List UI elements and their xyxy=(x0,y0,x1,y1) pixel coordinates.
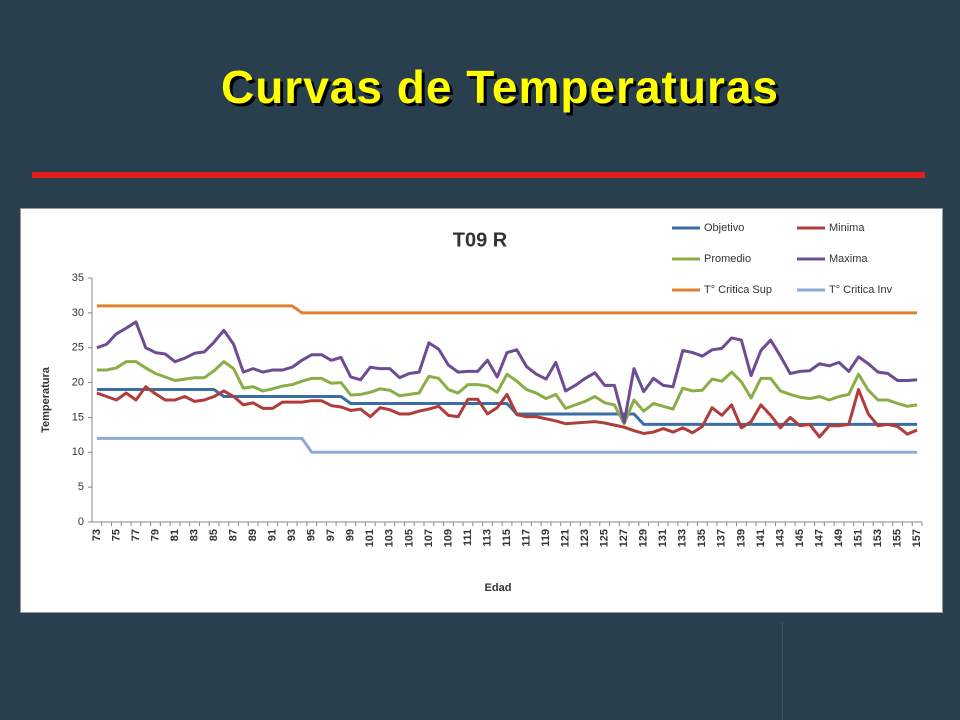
x-tick-label: 151 xyxy=(852,529,864,547)
x-tick-label: 83 xyxy=(188,529,200,541)
legend-label: T° Critica Sup xyxy=(704,284,772,296)
x-tick-label: 117 xyxy=(520,529,532,547)
x-tick-label: 133 xyxy=(677,529,689,547)
x-tick-label: 77 xyxy=(130,529,142,541)
x-tick-label: 115 xyxy=(501,529,513,547)
x-tick-label: 145 xyxy=(794,529,806,547)
x-tick-label: 105 xyxy=(403,529,415,547)
x-tick-label: 81 xyxy=(169,529,181,541)
x-tick-label: 139 xyxy=(735,529,747,547)
x-tick-label: 89 xyxy=(247,529,259,541)
x-tick-label: 109 xyxy=(442,529,454,547)
x-tick-label: 103 xyxy=(384,529,396,547)
x-tick-label: 157 xyxy=(911,529,923,547)
legend-label: T° Critica Inv xyxy=(829,284,893,296)
legend-label: Maxima xyxy=(829,253,868,265)
x-tick-label: 129 xyxy=(638,529,650,547)
x-tick-label: 153 xyxy=(872,529,884,547)
y-axis-label: Temperatura xyxy=(40,366,52,433)
series-line xyxy=(96,385,918,439)
x-tick-label: 121 xyxy=(559,529,571,547)
y-tick-label: 15 xyxy=(72,411,84,423)
x-tick-label: 127 xyxy=(618,529,630,547)
x-axis-label: Edad xyxy=(485,582,512,594)
legend-label: Objetivo xyxy=(704,222,744,234)
divider-line xyxy=(782,622,783,720)
x-tick-label: 101 xyxy=(364,529,376,547)
y-tick-label: 35 xyxy=(72,272,84,284)
x-tick-label: 97 xyxy=(325,529,337,541)
x-tick-label: 147 xyxy=(813,529,825,547)
y-tick-label: 20 xyxy=(72,376,84,388)
x-tick-label: 155 xyxy=(891,529,903,547)
chart-frame xyxy=(20,208,943,613)
y-tick-label: 0 xyxy=(78,516,84,528)
y-tick-label: 30 xyxy=(72,307,84,319)
y-tick-label: 25 xyxy=(72,342,84,354)
x-tick-label: 111 xyxy=(462,529,474,546)
x-tick-label: 123 xyxy=(579,529,591,547)
x-tick-label: 113 xyxy=(481,529,493,547)
x-tick-label: 149 xyxy=(833,529,845,547)
x-tick-label: 125 xyxy=(599,529,611,547)
divider xyxy=(32,172,925,178)
series-line xyxy=(96,304,918,315)
chart: T09 R Edad Temperatura 0 5 10 15 20 25 30 35 73 7… xyxy=(20,208,943,613)
x-tick-label: 75 xyxy=(110,529,122,541)
x-tick-label: 119 xyxy=(540,529,552,547)
x-tick-label: 93 xyxy=(286,529,298,541)
legend-label: Promedio xyxy=(704,253,751,265)
x-tick-label: 95 xyxy=(306,529,318,541)
series-line xyxy=(96,320,918,424)
series-line xyxy=(96,360,918,426)
chart-title: T09 R xyxy=(453,229,508,251)
x-tick-label: 143 xyxy=(774,529,786,547)
x-tick-label: 79 xyxy=(149,529,161,541)
y-tick-label: 10 xyxy=(72,446,84,458)
x-tick-label: 85 xyxy=(208,529,220,541)
x-tick-label: 131 xyxy=(657,529,669,547)
x-tick-label: 107 xyxy=(423,529,435,547)
x-tick-label: 99 xyxy=(345,529,357,541)
series-line xyxy=(96,436,918,454)
x-tick-label: 141 xyxy=(755,529,767,547)
x-tick-label: 87 xyxy=(227,529,239,541)
y-tick-label: 5 xyxy=(78,481,84,493)
legend-label: Minima xyxy=(829,222,865,234)
slide-title: Curvas de Temperaturas xyxy=(220,61,780,113)
x-tick-label: 91 xyxy=(267,529,279,541)
x-tick-label: 73 xyxy=(91,529,103,541)
x-tick-label: 135 xyxy=(696,529,708,547)
x-tick-label: 137 xyxy=(716,529,728,547)
